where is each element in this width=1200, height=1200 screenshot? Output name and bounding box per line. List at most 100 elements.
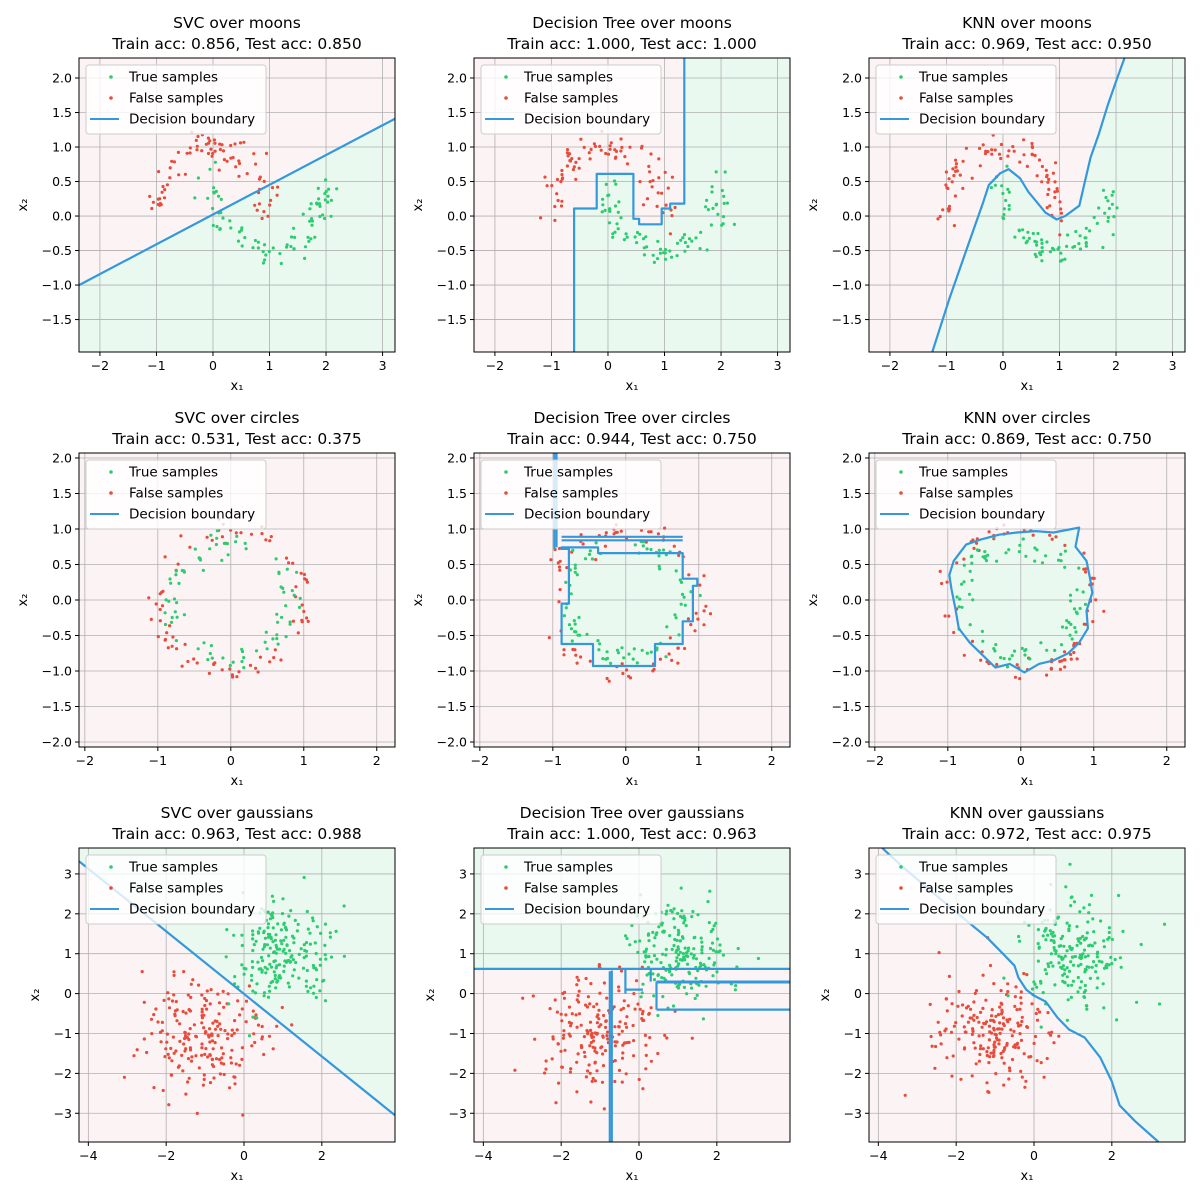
false-sample-point	[187, 1032, 191, 1036]
false-sample-point	[213, 141, 217, 145]
x-axis-label: x₁	[231, 1169, 244, 1184]
true-sample-point	[653, 936, 657, 940]
true-sample-point	[663, 251, 667, 255]
true-sample-point	[641, 982, 645, 986]
false-sample-point	[544, 1067, 548, 1071]
true-sample-point	[714, 921, 718, 925]
true-sample-point	[1106, 937, 1110, 941]
false-sample-point	[1030, 152, 1034, 156]
false-sample-point	[930, 1044, 934, 1048]
true-sample-point	[1096, 976, 1100, 980]
true-sample-point	[1088, 976, 1092, 981]
true-sample-point	[644, 947, 649, 951]
true-sample-point	[567, 623, 572, 627]
true-sample-point	[1097, 206, 1101, 210]
false-sample-point	[981, 1033, 985, 1037]
false-sample-point	[658, 657, 663, 661]
false-sample-point	[579, 137, 583, 141]
y-tick-label: 1.0	[447, 521, 467, 536]
true-sample-point	[628, 943, 632, 947]
false-sample-point	[208, 139, 212, 143]
false-sample-point	[205, 1007, 209, 1011]
true-sample-point	[642, 253, 647, 257]
true-sample-point	[1065, 975, 1069, 979]
false-sample-point	[1018, 677, 1022, 681]
false-sample-point	[207, 141, 211, 145]
false-sample-point	[589, 982, 593, 986]
legend-boundary-label: Decision boundary	[129, 507, 255, 523]
true-sample-point	[1075, 611, 1079, 616]
y-tick-label: −2	[54, 1066, 72, 1081]
legend-true-label: True samples	[523, 465, 613, 481]
true-sample-point	[733, 988, 738, 992]
true-sample-point	[1071, 963, 1076, 967]
axes-frame	[473, 847, 791, 1143]
y-tick-label: −2	[844, 1066, 862, 1081]
false-sample-point	[999, 156, 1003, 161]
y-tick-label: 1.5	[842, 105, 862, 120]
false-sample-point	[174, 1049, 178, 1053]
false-sample-point	[170, 159, 174, 163]
true-sample-point	[182, 613, 186, 617]
false-sample-point	[558, 588, 562, 592]
false-sample-point	[195, 144, 199, 148]
false-sample-point	[613, 1025, 617, 1029]
true-sample-point	[283, 925, 288, 930]
false-sample-point	[200, 1053, 204, 1057]
false-sample-point	[940, 581, 944, 586]
false-sample-point	[1050, 1030, 1054, 1034]
true-sample-point	[1047, 964, 1051, 969]
true-sample-point	[256, 246, 260, 250]
true-sample-point	[287, 985, 291, 989]
false-sample-point	[177, 173, 181, 177]
true-sample-point	[274, 951, 278, 955]
x-tick-label: −1	[542, 358, 560, 373]
true-sample-point	[285, 943, 289, 948]
true-sample-point	[573, 566, 577, 570]
false-sample-point	[577, 1012, 582, 1016]
false-sample-point	[191, 978, 195, 982]
false-sample-point	[291, 561, 295, 565]
false-sample-point	[197, 983, 201, 987]
true-sample-point	[957, 605, 961, 609]
false-sample-point	[208, 1053, 212, 1057]
false-sample-point	[647, 1011, 651, 1016]
true-sample-point	[657, 925, 661, 929]
true-sample-point	[1033, 559, 1037, 563]
true-sample-point	[1101, 982, 1105, 986]
y-axis-label: x₂	[806, 199, 821, 212]
false-sample-point	[613, 1059, 617, 1063]
false-sample-point	[1006, 1020, 1010, 1024]
false-sample-point	[192, 657, 196, 661]
false-sample-point	[945, 186, 949, 190]
true-sample-point	[679, 602, 683, 606]
true-sample-point	[601, 203, 605, 207]
y-axis-label: x₂	[411, 594, 426, 607]
true-sample-point	[285, 567, 289, 571]
true-sample-point	[712, 924, 716, 928]
false-sample-point	[999, 142, 1004, 147]
false-sample-point	[1018, 160, 1022, 164]
true-sample-point	[1066, 983, 1070, 988]
true-sample-point	[989, 186, 994, 190]
true-sample-point	[1048, 250, 1052, 254]
false-sample-point	[702, 623, 706, 627]
true-sample-point	[1024, 554, 1028, 558]
false-sample-point	[577, 157, 581, 161]
false-sample-point	[533, 1037, 537, 1041]
true-sample-point	[1072, 900, 1077, 904]
false-sample-point	[579, 533, 583, 537]
false-sample-point	[1024, 1079, 1028, 1083]
false-sample-point	[565, 566, 569, 570]
true-sample-point	[603, 208, 607, 212]
false-sample-point	[667, 652, 671, 656]
false-sample-point	[553, 218, 557, 222]
false-sample-point	[999, 989, 1003, 993]
true-sample-point	[236, 239, 241, 243]
subplot-title: SVC over gaussians	[161, 804, 314, 822]
false-sample-point	[595, 1021, 600, 1025]
false-sample-point	[604, 1019, 608, 1023]
false-sample-point	[209, 988, 213, 992]
true-sample-point	[221, 216, 225, 220]
true-sample-point	[983, 550, 987, 554]
